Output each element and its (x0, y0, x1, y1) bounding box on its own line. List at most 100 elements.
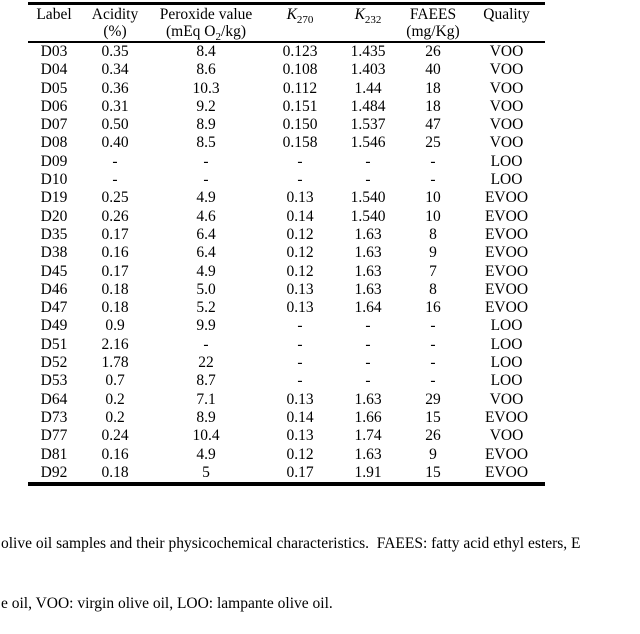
table-row: D45 0.17 4.9 0.12 1.63 7 EVOO (28, 263, 545, 281)
table-cell: 10 (425, 207, 441, 225)
table-cell: 0.25 (101, 189, 129, 207)
table-cell: EVOO (484, 463, 529, 481)
table-cell: 4.9 (196, 262, 216, 280)
table-body: D03 0.35 8.4 0.123 1.435 26 VOO D04 0.34 8.6 0.108… (28, 42, 545, 484)
table-cell: VOO (489, 390, 524, 408)
column-title-subscript: 232 (364, 14, 382, 27)
table-row: D06 0.31 9.2 0.151 1.484 18 VOO (28, 98, 545, 116)
table-cell: EVOO (484, 207, 529, 225)
table-cell: 9 (429, 244, 437, 262)
table-row: D20 0.26 4.6 0.14 1.540 10 EVOO (28, 208, 545, 226)
table-cell: 0.50 (101, 116, 129, 134)
table-cell: 1.66 (354, 408, 382, 426)
table-row: D81 0.16 4.9 0.12 1.63 9 EVOO (28, 446, 545, 464)
column-header-k270: K270 (262, 4, 338, 43)
table-cell: 0.17 (101, 225, 129, 243)
table-cell: - (203, 335, 209, 353)
table-row: D09 - - - - - LOO (28, 153, 545, 171)
table-cell: - (430, 354, 436, 372)
column-unit: (mg/Kg) (406, 22, 460, 40)
table-cell: - (365, 171, 371, 189)
table-cell: D51 (40, 335, 68, 353)
table-cell: - (430, 335, 436, 353)
table-cell: - (365, 372, 371, 390)
table-cell: 1.540 (350, 189, 386, 207)
table-cell: 0.17 (286, 463, 314, 481)
table-cell: LOO (490, 171, 523, 189)
table-cell: - (365, 354, 371, 372)
table-cell: 4.9 (196, 189, 216, 207)
table-cell: 29 (425, 390, 441, 408)
table-cell: 1.63 (354, 244, 382, 262)
table-cell: 26 (425, 427, 441, 445)
table-cell: EVOO (484, 225, 529, 243)
table-cell: 7 (429, 262, 437, 280)
table-cell: 1.74 (354, 427, 382, 445)
table-cell: 1.63 (354, 225, 382, 243)
table-cell: 0.24 (101, 427, 129, 445)
table-cell: LOO (490, 354, 523, 372)
table-cell: 15 (425, 408, 441, 426)
table-cell: 1.78 (101, 354, 129, 372)
column-title: K (286, 6, 297, 23)
table-row: D07 0.50 8.9 0.150 1.537 47 VOO (28, 116, 545, 134)
table-row: D73 0.2 8.9 0.14 1.66 15 EVOO (28, 409, 545, 427)
samples-table: Label Acidity (%) Peroxide value (mEq O2… (28, 2, 545, 487)
table-cell: D81 (40, 445, 68, 463)
table-cell: VOO (489, 427, 524, 445)
table-cell: 8.5 (196, 134, 216, 152)
table-cell: 0.31 (101, 97, 129, 115)
column-title: Label (36, 6, 72, 23)
table-cell: 0.18 (101, 299, 129, 317)
table-cell: 7.1 (196, 390, 216, 408)
table-cell: EVOO (484, 445, 529, 463)
table-cell: 0.34 (101, 61, 129, 79)
table-header: Label Acidity (%) Peroxide value (mEq O2… (28, 4, 545, 43)
table-cell: 10 (425, 189, 441, 207)
table-cell: 8.9 (196, 116, 216, 134)
table-cell: - (112, 152, 118, 170)
table-cell: 1.63 (354, 262, 382, 280)
table-cell: D45 (40, 262, 68, 280)
table-cell: 0.18 (101, 280, 129, 298)
table-cell: 0.40 (101, 134, 129, 152)
table-cell: 8 (429, 280, 437, 298)
samples-table-container: Label Acidity (%) Peroxide value (mEq O2… (28, 2, 545, 487)
table-cell: VOO (489, 97, 524, 115)
table-cell: D19 (40, 189, 68, 207)
table-cell: D49 (40, 317, 68, 335)
caption-line-2: e oil, VOO: virgin olive oil, LOO: lampa… (1, 595, 333, 612)
table-cell: 0.18 (101, 463, 129, 481)
table-cell: EVOO (484, 189, 529, 207)
table-cell: 22 (198, 354, 214, 372)
table-cell: 0.7 (105, 372, 125, 390)
table-row: D49 0.9 9.9 - - - LOO (28, 317, 545, 335)
table-cell: 0.13 (286, 299, 314, 317)
table-cell: 1.484 (350, 97, 386, 115)
table-cell: 0.12 (286, 244, 314, 262)
table-cell: 40 (425, 61, 441, 79)
table-cell: 6.4 (196, 244, 216, 262)
table-cell: D64 (40, 390, 68, 408)
table-cell: 8.6 (196, 61, 216, 79)
table-cell: D38 (40, 244, 68, 262)
table-cell: EVOO (484, 244, 529, 262)
table-cell: 1.537 (350, 116, 386, 134)
table-cell: - (297, 317, 303, 335)
table-cell: 1.91 (354, 463, 382, 481)
table-cell: 8.9 (196, 408, 216, 426)
table-cell: 9.9 (196, 317, 216, 335)
table-cell: - (297, 372, 303, 390)
table-cell: 10.4 (192, 427, 220, 445)
table-cell: 0.36 (101, 79, 129, 97)
table-cell: 9 (429, 445, 437, 463)
table-cell: D09 (40, 152, 68, 170)
table-cell: 0.2 (105, 390, 125, 408)
table-cell: 0.151 (282, 97, 318, 115)
table-cell: 0.9 (105, 317, 125, 335)
table-cell: 0.12 (286, 445, 314, 463)
table-cell: EVOO (484, 299, 529, 317)
table-cell: D05 (40, 79, 68, 97)
table-cell: 0.17 (101, 262, 129, 280)
table-cell: 0.26 (101, 207, 129, 225)
